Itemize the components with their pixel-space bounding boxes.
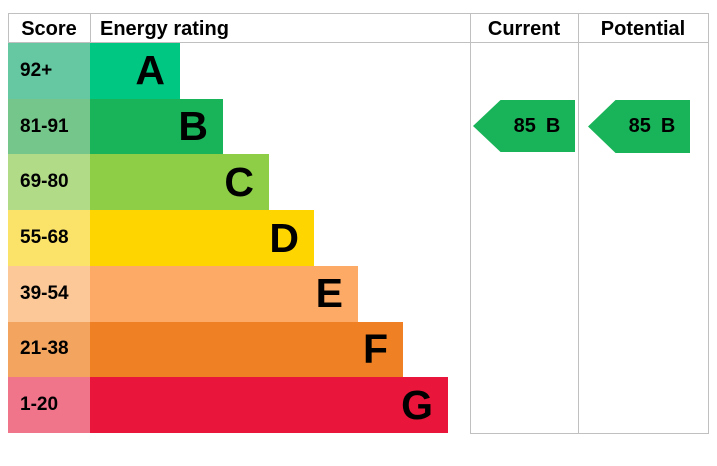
band-row-b: 81-91 B (8, 98, 470, 155)
energy-rating-column-header: Energy rating (100, 18, 229, 40)
band-bar-a: A (90, 43, 180, 99)
band-row-e: 39-54 E (8, 265, 470, 322)
band-bar-f: F (90, 321, 403, 378)
band-rows: 92+ A 81-91 B 69-80 C 55-68 D 39-54 E 21-38 F 1-20 G (8, 43, 470, 434)
current-rating-score: 85 (513, 114, 536, 137)
band-row-d: 55-68 D (8, 210, 470, 266)
band-bar-g: G (90, 377, 448, 434)
band-row-g: 1-20 G (8, 377, 470, 434)
score-column-header: Score (21, 18, 77, 40)
header-left-border (8, 13, 9, 42)
band-row-a: 92+ A (8, 43, 470, 99)
potential-column-header: Potential (600, 18, 686, 40)
score-range-b: 81-91 (8, 98, 90, 155)
potential-rating-arrow: 85 B (588, 100, 690, 153)
potential-rating-score: 85 (628, 115, 651, 137)
band-bar-d: D (90, 210, 314, 266)
score-column-divider (90, 13, 91, 42)
current-column-header: Current (487, 18, 561, 40)
band-row-f: 21-38 F (8, 321, 470, 378)
table-right-border (708, 13, 709, 434)
band-bar-e: E (90, 265, 358, 322)
score-range-f: 21-38 (8, 321, 90, 378)
score-range-d: 55-68 (8, 210, 90, 266)
potential-rating-band: B (660, 115, 676, 137)
table-bottom-border (470, 433, 709, 434)
potential-column-left-border (578, 13, 579, 434)
table-top-border (8, 13, 709, 14)
score-range-e: 39-54 (8, 265, 90, 322)
current-rating-band: B (545, 114, 561, 137)
current-rating-arrow: 85 B (473, 100, 575, 152)
score-range-g: 1-20 (8, 377, 90, 434)
band-bar-b: B (90, 98, 223, 155)
header-bottom-border (8, 42, 709, 43)
current-column-left-border (470, 13, 471, 434)
score-range-a: 92+ (8, 43, 90, 99)
score-range-c: 69-80 (8, 154, 90, 211)
band-row-c: 69-80 C (8, 154, 470, 211)
band-bar-c: C (90, 154, 269, 211)
